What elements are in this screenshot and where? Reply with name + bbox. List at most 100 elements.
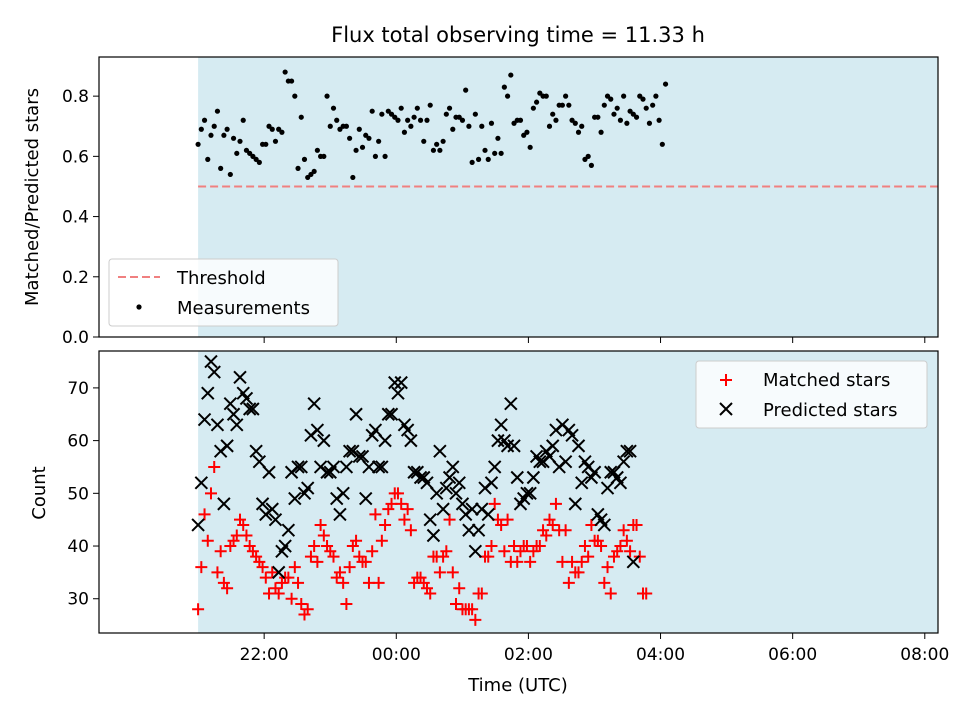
- matched-stars-point: [372, 576, 385, 589]
- measurements-point: [475, 156, 482, 162]
- predicted-stars-point: [278, 539, 292, 553]
- measurements-point: [563, 93, 569, 99]
- measurements-point: [501, 84, 507, 90]
- matched-stars-point: [495, 518, 508, 531]
- predicted-stars-point: [571, 439, 586, 453]
- predicted-stars-point: [423, 512, 437, 527]
- matched-stars-point: [450, 598, 463, 611]
- matched-stars-point: [488, 497, 501, 510]
- measurements-point: [495, 135, 501, 141]
- ratio-y-axis: 0.0 0.2 0.4 0.6 0.8: [62, 87, 99, 348]
- predicted-stars-point: [487, 460, 502, 474]
- predicted-stars-point: [342, 444, 357, 458]
- matched-stars-point: [201, 534, 214, 547]
- predicted-stars-point: [404, 433, 418, 448]
- predicted-stars-point: [471, 523, 486, 537]
- predicted-stars-point: [201, 386, 215, 400]
- predicted-stars-point: [442, 470, 457, 485]
- predicted-stars-point: [281, 523, 296, 537]
- measurements-point: [211, 123, 217, 129]
- predicted-stars-point: [546, 439, 560, 453]
- matched-stars-point: [391, 487, 404, 500]
- predicted-stars-point: [230, 418, 244, 432]
- measurements-point: [463, 87, 469, 93]
- measurements-point: [321, 153, 327, 159]
- measurements-point: [343, 123, 349, 129]
- measurements-point: [214, 108, 221, 114]
- measurements-point: [314, 147, 320, 153]
- measurements-point: [614, 105, 620, 111]
- measurements-point: [263, 141, 269, 147]
- y-tick-label: 60: [67, 432, 89, 452]
- matched-stars-point: [453, 582, 466, 595]
- y-tick-label: 70: [67, 379, 89, 399]
- predicted-stars-point: [597, 518, 612, 532]
- chart-title: Flux total observing time = 11.33 h: [331, 23, 705, 47]
- measurements-point: [653, 93, 659, 99]
- matched-stars-point: [601, 561, 614, 574]
- threshold-legend-label: Threshold: [176, 268, 266, 289]
- matched-stars-point: [301, 603, 314, 616]
- ratio-x-ticks: [263, 337, 926, 343]
- predicted-stars-point: [484, 476, 499, 490]
- measurements-point: [588, 162, 595, 168]
- ratio-panel-frame: [98, 56, 939, 338]
- matched-stars-point: [366, 545, 379, 558]
- measurements-legend-label: Measurements: [177, 298, 310, 319]
- measurements-point: [366, 135, 372, 141]
- measurements-point: [221, 132, 227, 138]
- measurements-point: [411, 114, 417, 120]
- predicted-stars-point: [426, 528, 441, 543]
- measurements-point: [208, 132, 214, 138]
- predicted-stars-point: [455, 497, 470, 511]
- predicted-legend-label: Predicted stars: [763, 400, 897, 421]
- predicted-stars-point: [500, 439, 515, 453]
- matched-stars-point: [624, 545, 637, 558]
- measurements-point: [230, 135, 237, 141]
- matched-stars-point: [198, 508, 211, 521]
- measurements-legend-swatch: [136, 304, 142, 310]
- y-tick-label: 0.4: [62, 208, 89, 228]
- y-tick-label: 0.8: [62, 87, 89, 107]
- measurements-point: [466, 123, 472, 129]
- ratio-marks: [195, 69, 938, 188]
- predicted-stars-point: [271, 565, 286, 580]
- measurements-point: [598, 129, 604, 135]
- measurements-point: [459, 117, 466, 123]
- predicted-stars-point: [575, 476, 589, 490]
- y-tick-label: 0.0: [62, 328, 89, 348]
- x-axis-label: Time (UTC): [467, 675, 568, 696]
- measurements-point: [601, 102, 607, 108]
- matched-stars-point: [317, 529, 330, 542]
- predicted-stars-point: [362, 460, 376, 474]
- matched-stars-point: [498, 545, 511, 558]
- matched-stars-point: [466, 603, 479, 616]
- matched-stars-point: [424, 587, 437, 600]
- predicted-stars-point: [255, 497, 270, 511]
- matched-stars-point: [620, 534, 633, 547]
- measurements-point: [356, 126, 362, 132]
- measurements-point: [488, 120, 495, 126]
- matched-stars-point: [369, 508, 382, 521]
- matched-stars-point: [379, 518, 392, 531]
- measurements-point: [579, 123, 585, 129]
- measurements-point: [292, 93, 298, 99]
- measurements-point: [659, 141, 665, 147]
- matched-stars-point: [485, 540, 498, 553]
- measurements-point: [311, 168, 317, 175]
- x-tick-label: 04:00: [636, 645, 685, 665]
- matched-stars-point: [208, 460, 221, 473]
- matched-stars-point: [237, 518, 250, 531]
- matched-stars-point: [533, 540, 546, 553]
- matched-stars-point: [575, 555, 588, 568]
- measurements-point: [359, 144, 366, 150]
- predicted-stars-point: [520, 486, 534, 501]
- predicted-stars-point: [620, 444, 634, 458]
- predicted-stars-point: [291, 460, 305, 474]
- measurements-point: [430, 147, 437, 153]
- predicted-stars-point: [197, 412, 212, 427]
- measurements-point: [395, 117, 401, 123]
- x-tick-label: 00:00: [372, 645, 421, 665]
- predicted-stars-point: [465, 502, 479, 516]
- predicted-stars-point: [359, 491, 373, 506]
